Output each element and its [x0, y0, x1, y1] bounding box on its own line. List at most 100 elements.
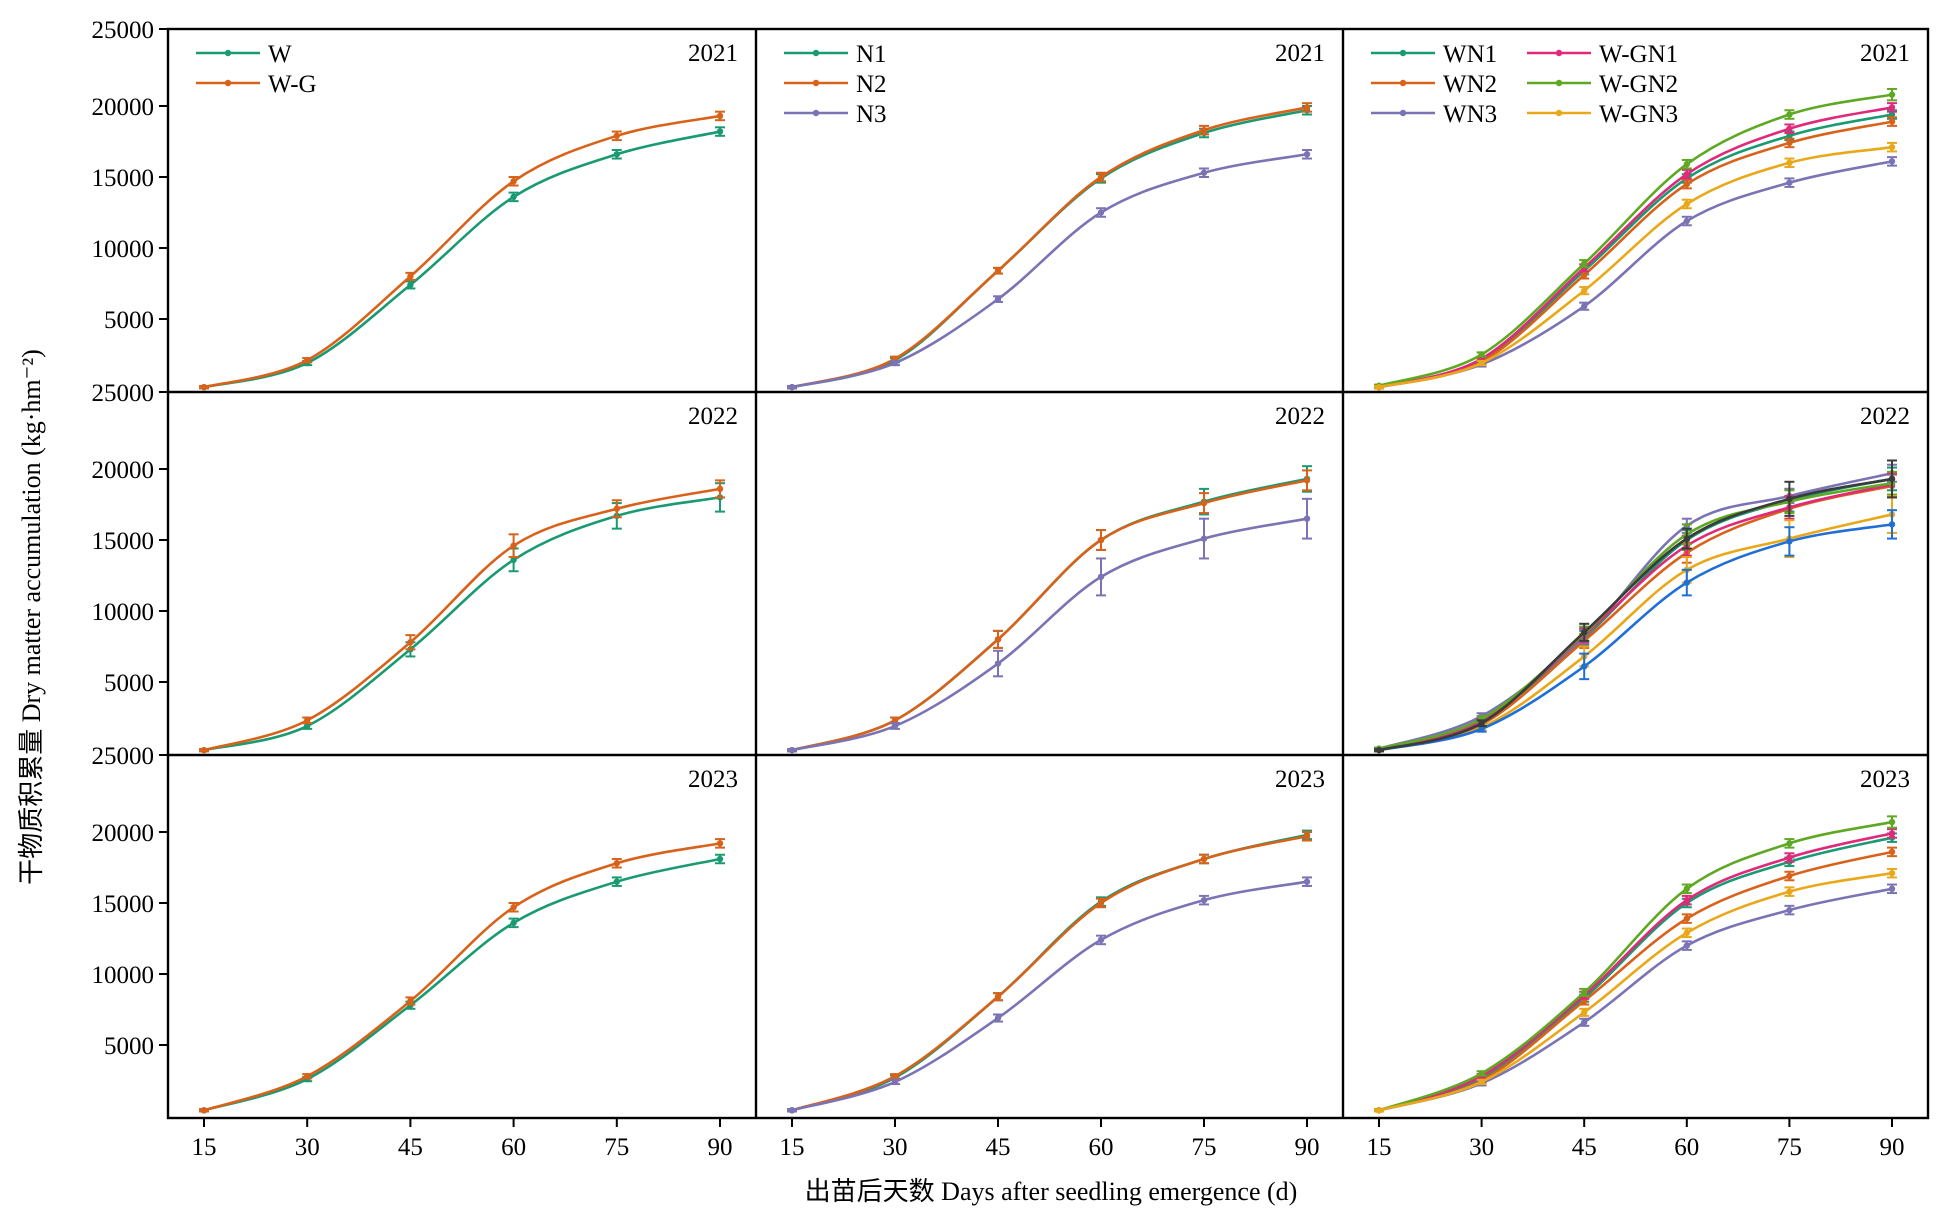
data-point: [1683, 217, 1691, 225]
data-point: [1683, 929, 1691, 937]
series-W: [199, 126, 725, 391]
data-point: [1478, 719, 1485, 727]
series-N3: [787, 876, 1312, 1114]
legend: N1 N2 N3: [784, 41, 887, 128]
data-point: [994, 636, 1002, 643]
data-point: [1303, 833, 1311, 840]
data-point: [1581, 1009, 1588, 1016]
data-point: [1786, 888, 1793, 895]
series-WN3: [1374, 463, 1897, 752]
series-line: [791, 106, 1308, 389]
series-line: [1378, 871, 1893, 1112]
x-tick-label: 60: [501, 1134, 526, 1161]
y-tick-label: 10000: [92, 962, 155, 989]
series-extra-6: [1374, 509, 1897, 754]
data-point: [407, 273, 414, 280]
data-point: [1888, 91, 1896, 98]
y-tick-label: 20000: [92, 457, 155, 484]
data-point: [1097, 899, 1105, 907]
panel-1-2: 2022: [1374, 403, 1910, 754]
data-point: [1786, 139, 1793, 147]
data-point: [1888, 475, 1896, 483]
x-tick-label: 30: [295, 1134, 320, 1161]
series-line: [203, 857, 721, 1112]
y-tick-label: 20000: [92, 94, 155, 121]
series-line: [203, 114, 721, 389]
data-point: [407, 997, 414, 1005]
series-line: [1378, 513, 1893, 752]
data-point: [510, 556, 517, 564]
data-point: [1888, 818, 1896, 826]
data-point: [304, 722, 311, 730]
series-N2: [787, 469, 1312, 754]
legend-marker: [224, 49, 232, 57]
y-tick-label: 25000: [92, 380, 155, 407]
data-point: [716, 855, 724, 863]
series-N1: [787, 465, 1312, 754]
data-point: [1888, 143, 1896, 151]
data-point: [304, 717, 311, 724]
data-point: [1683, 161, 1691, 168]
series-line: [791, 108, 1308, 389]
x-tick-label: 90: [1295, 1134, 1320, 1161]
legend-marker: [224, 79, 232, 87]
legend-marker: [812, 109, 820, 117]
series-N3: [787, 497, 1312, 754]
data-point: [1303, 477, 1311, 484]
data-point: [1786, 125, 1793, 132]
legend-label: W: [268, 41, 292, 68]
series-line: [1378, 160, 1893, 389]
legend-label: W-GN3: [1599, 101, 1678, 128]
data-point: [613, 132, 620, 140]
data-point: [510, 193, 517, 201]
series-line: [791, 834, 1308, 1112]
data-point: [1581, 989, 1588, 996]
data-point: [1786, 132, 1793, 140]
data-point: [1303, 515, 1311, 522]
x-tick-label: 60: [1674, 1134, 1699, 1161]
data-point: [304, 1073, 311, 1080]
year-label: 2023: [1275, 766, 1325, 793]
series-W-G: [199, 479, 725, 754]
data-point: [1888, 111, 1896, 118]
data-point: [1303, 878, 1311, 885]
data-point: [1786, 872, 1793, 880]
data-point: [1786, 495, 1793, 503]
series-WN1: [1374, 832, 1897, 1114]
year-label: 2022: [688, 403, 738, 430]
legend-label: WN1: [1443, 41, 1497, 68]
data-point: [994, 993, 1002, 1000]
y-tick-label: 15000: [92, 165, 155, 192]
series-line: [1378, 93, 1893, 387]
x-tick-label: 75: [1192, 1134, 1217, 1161]
series-N2: [787, 102, 1312, 391]
data-point: [510, 178, 517, 185]
data-point: [1683, 579, 1691, 586]
data-point: [1478, 351, 1485, 358]
series-line: [1378, 477, 1893, 750]
series-W-GN3: [1374, 141, 1897, 391]
panel-2-2: 2023: [1374, 766, 1910, 1114]
data-point: [1303, 104, 1311, 111]
x-tick-label: 45: [1572, 1134, 1597, 1161]
data-point: [1097, 536, 1105, 544]
series-line: [203, 487, 721, 752]
data-point: [1888, 118, 1896, 125]
data-point: [788, 746, 796, 754]
x-tick-label: 45: [986, 1134, 1011, 1161]
panel-0-0: 2021 W W-G: [196, 40, 738, 391]
data-point: [1097, 173, 1105, 181]
data-point: [716, 485, 724, 493]
x-tick-label: 15: [192, 1134, 217, 1161]
series-W-GN3: [1374, 867, 1897, 1114]
series-line: [1378, 120, 1893, 389]
data-point: [1683, 885, 1691, 892]
year-label: 2021: [688, 40, 738, 67]
series-line: [791, 833, 1308, 1112]
data-point: [716, 112, 724, 120]
data-point: [1683, 200, 1691, 208]
data-point: [510, 919, 517, 927]
data-point: [1888, 830, 1896, 837]
data-point: [1786, 840, 1793, 847]
